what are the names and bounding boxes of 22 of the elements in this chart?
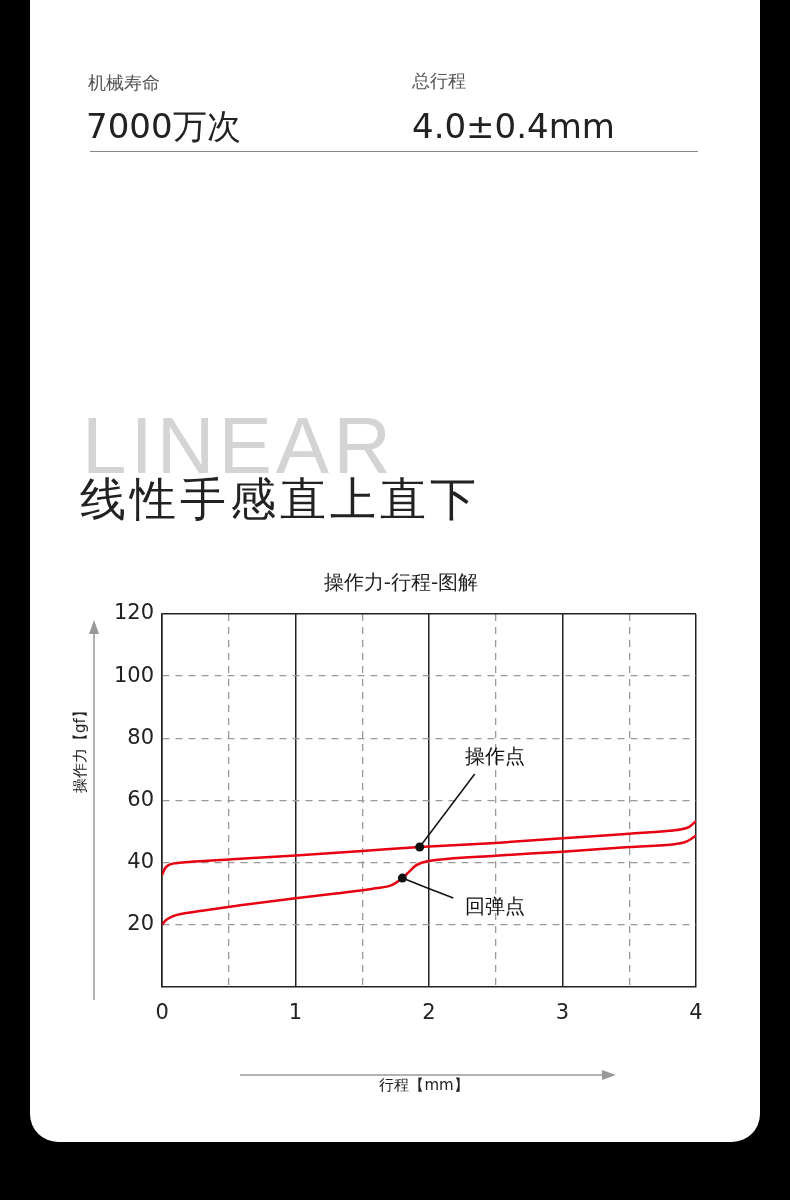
chart-title: 操作力-行程-图解 xyxy=(323,570,479,595)
x-tick-label: 3 xyxy=(555,999,570,1024)
text: 机械寿命 xyxy=(88,72,160,94)
y-tick-label: 40 xyxy=(127,848,155,873)
y-tick-label: 120 xyxy=(113,600,155,625)
x-axis-title: 行程【mm】 xyxy=(379,1075,469,1095)
y-tick-label: 80 xyxy=(127,724,155,749)
x-tick-label: 1 xyxy=(288,999,303,1024)
text: 4.0±0.4mm xyxy=(412,106,615,147)
y-tick-label: 60 xyxy=(127,786,155,811)
x-tick-label: 0 xyxy=(155,999,169,1024)
x-tick-label: 2 xyxy=(422,999,436,1024)
text: 总行程 xyxy=(412,70,466,92)
text: 7000万次 xyxy=(86,106,241,147)
annotation: 回弹点 xyxy=(465,894,526,919)
y-tick-label: 20 xyxy=(127,911,155,936)
annotation: 操作点 xyxy=(464,744,525,769)
y-tick-label: 100 xyxy=(113,662,155,687)
line-series xyxy=(162,819,696,877)
y-axis-title: 操作力【gf】 xyxy=(70,703,90,793)
x-tick-label: 4 xyxy=(689,999,703,1024)
line-series xyxy=(162,834,696,926)
